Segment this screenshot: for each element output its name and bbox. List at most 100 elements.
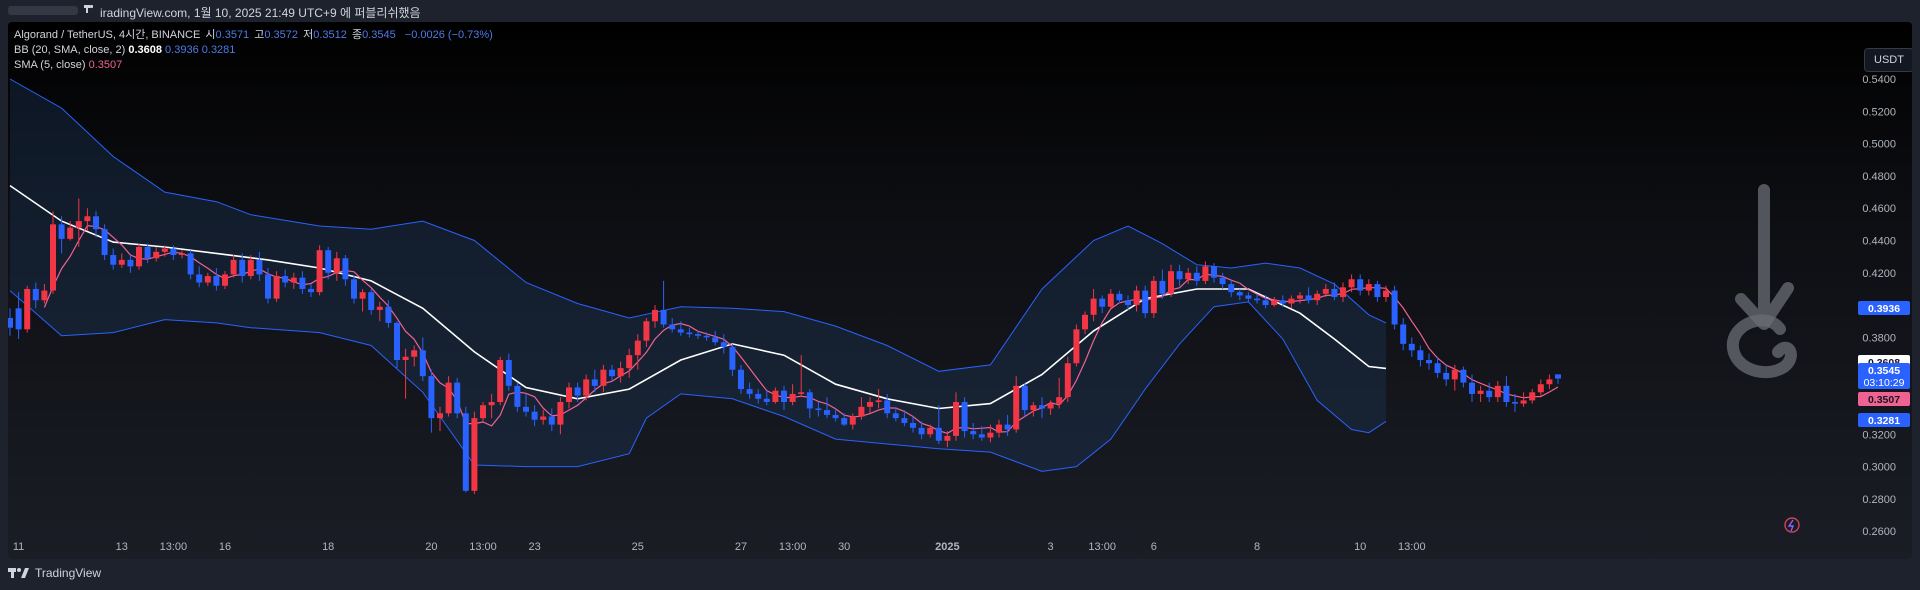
candle-body bbox=[1348, 279, 1355, 288]
candle bbox=[1236, 288, 1243, 301]
candle bbox=[918, 421, 925, 440]
candle bbox=[1477, 385, 1484, 402]
candle bbox=[763, 390, 770, 406]
candle bbox=[901, 410, 908, 427]
candle-body bbox=[282, 276, 289, 283]
candle bbox=[1451, 364, 1458, 391]
candle-body bbox=[497, 360, 504, 402]
candle-body bbox=[815, 408, 822, 411]
x-axis-tick-label: 20 bbox=[425, 541, 437, 553]
candle bbox=[230, 255, 237, 278]
y-axis-tick-label: 0.2600 bbox=[1862, 526, 1896, 538]
candle bbox=[153, 246, 160, 262]
candle-body bbox=[325, 250, 332, 273]
candle-body bbox=[144, 246, 151, 259]
candle-body bbox=[93, 216, 99, 230]
candle bbox=[875, 389, 882, 409]
currency-button[interactable]: USDT bbox=[1864, 48, 1912, 72]
x-axis-tick-label: 13:00 bbox=[779, 541, 807, 553]
candle-body bbox=[953, 402, 959, 436]
candle-body bbox=[1228, 284, 1235, 293]
candle-body bbox=[1451, 369, 1458, 380]
candle-body bbox=[1331, 288, 1338, 298]
candle-body bbox=[806, 392, 813, 409]
legend-ohlc-row: Algorand / TetherUS, 4시간, BINANCE 시0.357… bbox=[14, 28, 493, 43]
candle bbox=[84, 208, 91, 231]
candle-body bbox=[996, 424, 1002, 433]
legend-bb-row[interactable]: BB (20, SMA, close, 2) 0.3608 0.3936 0.3… bbox=[14, 43, 493, 58]
y-axis-tick-label: 0.4600 bbox=[1862, 203, 1896, 215]
candle bbox=[394, 321, 400, 369]
candle-body bbox=[841, 418, 848, 425]
candle-body bbox=[136, 246, 142, 267]
candle-body bbox=[557, 402, 564, 425]
candle bbox=[832, 408, 839, 422]
tradingview-footer[interactable]: TradingView bbox=[8, 566, 101, 580]
candle-body bbox=[1202, 266, 1209, 281]
candle bbox=[540, 410, 547, 425]
candle-body bbox=[935, 427, 942, 441]
candle bbox=[583, 374, 590, 401]
candle bbox=[247, 255, 254, 280]
candle-body bbox=[1383, 290, 1389, 298]
low-value: 0.3512 bbox=[313, 29, 347, 41]
x-axis-tick-label: 25 bbox=[632, 541, 644, 553]
open-label: 시 bbox=[205, 29, 216, 41]
x-axis-tick-label: 2025 bbox=[935, 541, 959, 553]
candle bbox=[910, 416, 916, 433]
candle bbox=[239, 253, 246, 283]
candle-body bbox=[1512, 402, 1518, 404]
x-axis-tick-label: 23 bbox=[528, 541, 540, 553]
candle-body bbox=[359, 292, 366, 299]
candle-body bbox=[58, 224, 65, 239]
candle-body bbox=[247, 259, 254, 277]
candle bbox=[1417, 345, 1424, 367]
candle-body bbox=[110, 255, 117, 265]
candle bbox=[1202, 261, 1209, 285]
candle bbox=[1245, 292, 1252, 302]
candle bbox=[1537, 379, 1544, 396]
candle bbox=[858, 397, 865, 420]
candle-body bbox=[394, 322, 400, 361]
candle-body bbox=[1391, 290, 1398, 325]
candle-body bbox=[1322, 288, 1329, 294]
candle-body bbox=[763, 398, 770, 402]
candle bbox=[462, 406, 469, 493]
bb-lower-value: 0.3281 bbox=[201, 44, 236, 56]
candle-body bbox=[677, 329, 684, 333]
candle bbox=[798, 355, 805, 398]
candle-body bbox=[1271, 300, 1278, 306]
candle-body bbox=[686, 332, 693, 335]
candle bbox=[1082, 311, 1088, 335]
candle-body bbox=[1116, 293, 1123, 301]
candle bbox=[179, 250, 185, 259]
candle bbox=[927, 424, 934, 438]
symbol-title[interactable]: Algorand / TetherUS, 4시간, BINANCE bbox=[14, 29, 201, 41]
candle bbox=[841, 413, 848, 427]
legend-sma-row[interactable]: SMA (5, close) 0.3507 bbox=[14, 58, 493, 73]
candle bbox=[1469, 374, 1475, 402]
candle bbox=[548, 408, 555, 432]
tradingview-brand: TradingView bbox=[35, 566, 102, 580]
candle-body bbox=[626, 355, 633, 369]
candle-body bbox=[927, 427, 934, 435]
candle-body bbox=[1142, 290, 1149, 314]
candle bbox=[643, 318, 650, 348]
price-chart[interactable]: 0.5400 0.5200 0.5000 0.4800 0.4600 0.4400 0.42… bbox=[8, 22, 1912, 559]
candle-body bbox=[738, 369, 744, 390]
candle bbox=[703, 332, 710, 341]
candle-body bbox=[24, 288, 31, 330]
bb-upper-line bbox=[9, 78, 1387, 372]
candle-body bbox=[419, 350, 426, 377]
candle-body bbox=[15, 308, 22, 330]
candle-body bbox=[1176, 271, 1183, 280]
candle-body bbox=[50, 224, 56, 291]
candle bbox=[1297, 292, 1303, 304]
candle bbox=[806, 389, 813, 419]
candle-body bbox=[1254, 298, 1260, 301]
candle bbox=[1434, 356, 1441, 378]
candle-body bbox=[729, 347, 736, 370]
candle bbox=[1383, 285, 1389, 302]
candle-body bbox=[8, 318, 13, 328]
chart-panel[interactable]: 0.5400 0.5200 0.5000 0.4800 0.4600 0.4400 0.42… bbox=[8, 22, 1912, 559]
